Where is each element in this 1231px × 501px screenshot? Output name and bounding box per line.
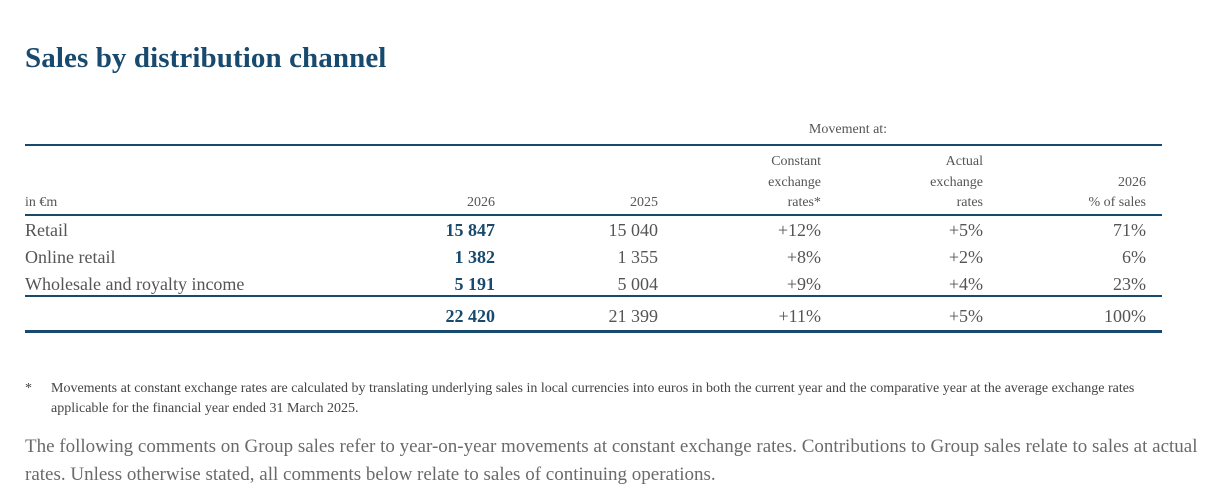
total-pct: 100%: [1104, 306, 1146, 326]
actual-header-line1: Actual: [945, 154, 983, 169]
row-retail-pct: 71%: [1113, 220, 1146, 240]
constant-header-line2: exchange: [768, 175, 821, 190]
footnote-text: Movements at constant exchange rates are…: [51, 381, 1135, 416]
row-wholesale-constant: +9%: [786, 274, 821, 294]
row-online-pct: 6%: [1122, 247, 1146, 267]
constant-header-line3: rates*: [787, 195, 821, 210]
row-retail-2025: 15 040: [608, 220, 659, 240]
footnote-marker: *: [25, 381, 32, 396]
col-2025-header: 2025: [630, 195, 658, 210]
total-2025: 21 399: [608, 306, 659, 326]
pct-header-line1: 2026: [1118, 175, 1146, 190]
row-retail-actual: +5%: [948, 220, 983, 240]
page-title: Sales by distribution channel: [25, 42, 387, 74]
actual-header-line2: exchange: [930, 175, 983, 190]
row-retail-constant: +12%: [777, 220, 821, 240]
row-online-2025: 1 355: [617, 247, 659, 267]
row-retail-2026: 15 847: [445, 220, 496, 240]
movement-label: Movement at:: [808, 122, 888, 137]
row-wholesale-actual: +4%: [948, 274, 983, 294]
row-online-2026: 1 382: [454, 247, 496, 267]
row-online-actual: +2%: [948, 247, 983, 267]
commentary-paragraph: The following comments on Group sales re…: [25, 436, 1198, 485]
total-2026: 22 420: [445, 306, 496, 326]
row-wholesale-2026: 5 191: [454, 274, 496, 294]
total-constant: +11%: [778, 306, 821, 326]
header-bottom-rule: [25, 214, 1162, 216]
row-wholesale-2025: 5 004: [617, 274, 659, 294]
constant-header-line1: Constant: [771, 154, 821, 169]
row-label-retail: Retail: [25, 220, 68, 240]
pct-header-line2: % of sales: [1088, 195, 1146, 210]
unit-header: in €m: [25, 195, 58, 210]
row-wholesale-pct: 23%: [1113, 274, 1146, 294]
actual-header-line3: rates: [956, 195, 983, 210]
total-actual: +5%: [948, 306, 983, 326]
row-online-constant: +8%: [786, 247, 821, 267]
table-bottom-rule: [25, 330, 1162, 333]
col-2026-header: 2026: [467, 195, 495, 210]
table-top-rule: [25, 144, 1162, 146]
total-top-rule: [25, 295, 1162, 297]
row-label-online-retail: Online retail: [25, 247, 116, 267]
row-label-wholesale: Wholesale and royalty income: [25, 274, 245, 294]
